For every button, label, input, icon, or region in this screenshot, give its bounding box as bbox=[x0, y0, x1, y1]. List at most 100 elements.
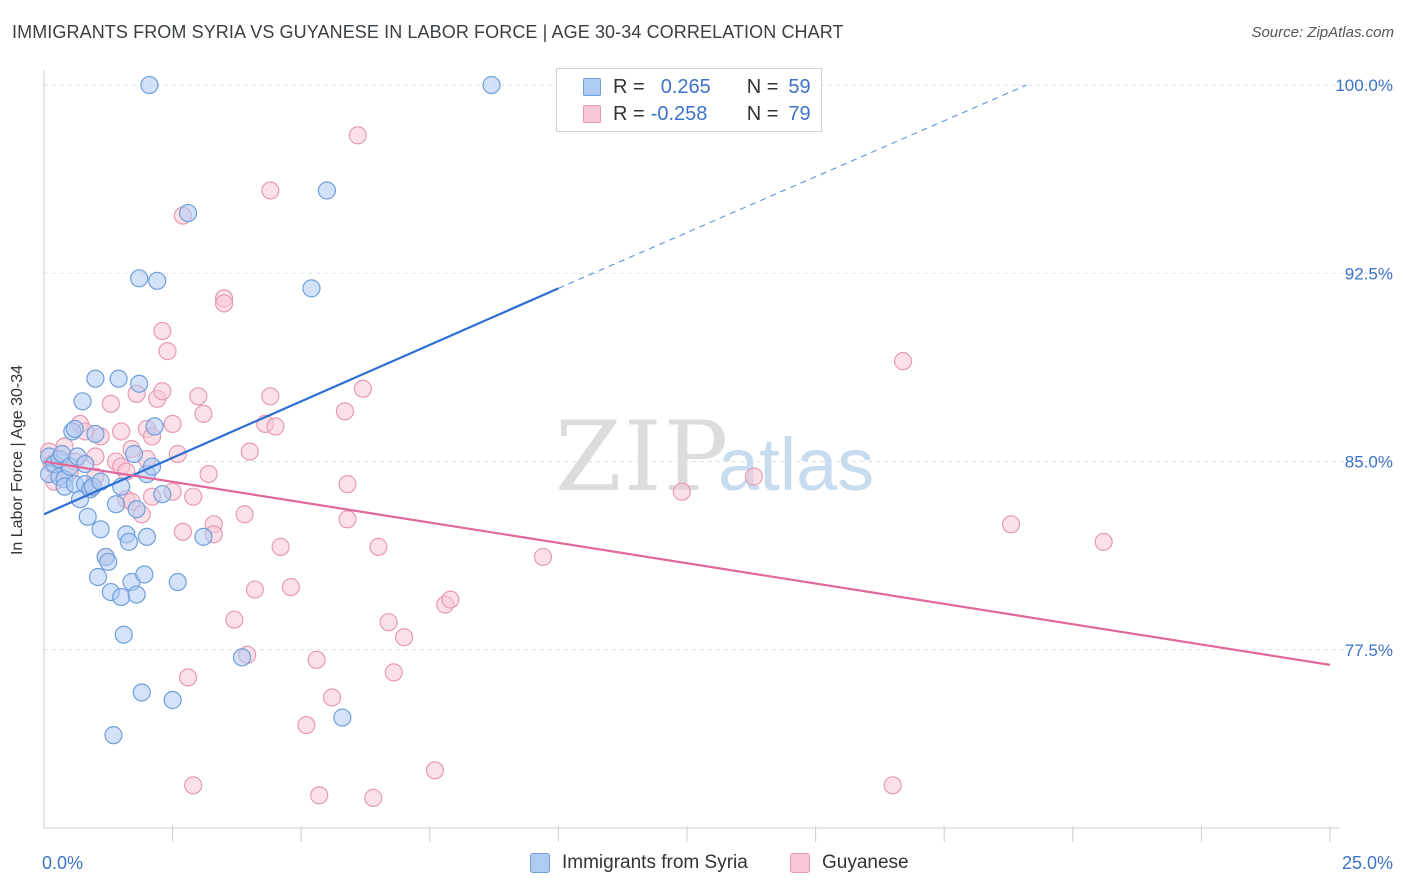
syria-point bbox=[127, 500, 146, 519]
guyanese-point bbox=[194, 404, 213, 423]
syria-point bbox=[482, 75, 501, 95]
syria-point bbox=[168, 572, 187, 592]
legend-swatch-guyanese bbox=[583, 105, 601, 123]
guyanese-point bbox=[1094, 532, 1113, 551]
guyanese-point bbox=[225, 610, 244, 629]
syria-point bbox=[104, 726, 123, 745]
guyanese-point bbox=[883, 776, 902, 795]
guyanese-point bbox=[425, 761, 445, 780]
guyanese-point bbox=[271, 537, 290, 556]
guyanese-point bbox=[348, 126, 367, 145]
guyanese-point bbox=[441, 590, 460, 609]
source-credit: Source: ZipAtlas.com bbox=[1251, 24, 1394, 41]
guyanese-trend-line bbox=[43, 460, 1331, 666]
syria-point bbox=[132, 683, 151, 702]
guyanese-point bbox=[369, 537, 388, 556]
watermark-zip: ZIP bbox=[555, 401, 730, 513]
legend-r-value: 0.265 bbox=[660, 75, 711, 98]
guyanese-point bbox=[153, 321, 172, 341]
legend-item-syria: Immigrants from Syria bbox=[530, 852, 748, 874]
guyanese-point bbox=[178, 668, 198, 687]
syria-point bbox=[106, 495, 126, 514]
guyanese-point bbox=[322, 688, 342, 707]
guyanese-point bbox=[338, 475, 357, 494]
syria-point bbox=[112, 587, 131, 607]
syria-point bbox=[114, 625, 133, 644]
syria-point bbox=[153, 485, 172, 504]
guyanese-point bbox=[199, 464, 218, 484]
guyanese-point bbox=[189, 387, 208, 406]
y-tick-label: 85.0% bbox=[1345, 453, 1393, 472]
guyanese-point bbox=[353, 379, 373, 398]
legend-label-guyanese: Guyanese bbox=[822, 852, 909, 873]
legend-n-label: N = bbox=[746, 75, 779, 98]
guyanese-point bbox=[533, 547, 553, 567]
x-tick-label: 25.0% bbox=[1342, 853, 1393, 873]
tick-labels: 100.0% 92.5% 85.0% 77.5% 0.0% 25.0% bbox=[42, 76, 1393, 873]
syria-point bbox=[232, 648, 252, 667]
syria-point bbox=[127, 585, 146, 604]
guyanese-point bbox=[364, 788, 383, 807]
guyanese-point bbox=[394, 628, 414, 647]
syria-point bbox=[194, 527, 213, 546]
guyanese-point bbox=[235, 505, 254, 524]
guyanese-point bbox=[261, 387, 280, 406]
legend-label-syria: Immigrants from Syria bbox=[562, 852, 748, 873]
guyanese-point bbox=[310, 786, 329, 805]
syria-point bbox=[73, 392, 92, 411]
guyanese-point bbox=[1001, 515, 1021, 534]
syria-point bbox=[317, 181, 337, 200]
legend-n-value: 79 bbox=[788, 102, 811, 125]
syria-point bbox=[91, 520, 110, 539]
guyanese-point bbox=[307, 650, 326, 669]
syria-point bbox=[78, 507, 97, 526]
syria-point bbox=[140, 75, 159, 95]
guyanese-point bbox=[744, 467, 763, 486]
guyanese-point bbox=[184, 776, 203, 795]
legend-r-label: R = bbox=[613, 75, 645, 98]
watermark-atlas: atlas bbox=[718, 423, 874, 506]
x-tick-label: 0.0% bbox=[42, 853, 83, 873]
guyanese-point bbox=[245, 580, 265, 599]
legend-n-label: N = bbox=[746, 102, 779, 125]
legend-swatch-guyanese bbox=[790, 853, 810, 873]
grid-layer bbox=[44, 84, 1396, 651]
trend-lines bbox=[43, 84, 1331, 666]
legend-item-guyanese: Guyanese bbox=[790, 852, 909, 874]
syria-point bbox=[86, 424, 105, 444]
syria-point bbox=[145, 417, 164, 436]
chart-title: IMMIGRANTS FROM SYRIA VS GUYANESE IN LAB… bbox=[12, 22, 844, 42]
legend-swatch-syria bbox=[530, 853, 550, 873]
syria-point bbox=[86, 369, 105, 388]
y-tick-label: 92.5% bbox=[1345, 264, 1393, 283]
legend-r-label: R = bbox=[613, 102, 645, 125]
syria-point bbox=[135, 565, 154, 584]
legend-row-guyanese: R = -0.258 N = 79 bbox=[583, 101, 811, 127]
y-tick-label: 100.0% bbox=[1335, 76, 1393, 95]
syria-point bbox=[333, 708, 352, 727]
guyanese-point bbox=[672, 482, 691, 501]
legend-r-value: -0.258 bbox=[650, 102, 708, 125]
syria-trend-line bbox=[43, 287, 559, 516]
guyanese-point bbox=[101, 394, 120, 413]
syria-trend-extension bbox=[558, 84, 1027, 289]
guyanese-point bbox=[240, 442, 259, 461]
guyanese-point bbox=[214, 294, 234, 313]
syria-point bbox=[130, 269, 149, 288]
series-legend: Immigrants from Syria Guyanese bbox=[0, 852, 1406, 878]
guyanese-point bbox=[384, 663, 403, 682]
syria-point bbox=[148, 271, 167, 290]
guyanese-point bbox=[335, 402, 355, 421]
watermark: ZIP atlas bbox=[555, 401, 874, 513]
guyanese-point bbox=[281, 577, 301, 597]
syria-points bbox=[40, 75, 501, 745]
syria-point bbox=[163, 690, 182, 710]
guyanese-point bbox=[893, 352, 913, 371]
syria-point bbox=[137, 527, 156, 546]
y-tick-label: 77.5% bbox=[1345, 641, 1393, 660]
syria-point bbox=[109, 369, 128, 388]
syria-point bbox=[99, 552, 118, 572]
guyanese-point bbox=[173, 522, 192, 541]
guyanese-point bbox=[338, 510, 357, 529]
